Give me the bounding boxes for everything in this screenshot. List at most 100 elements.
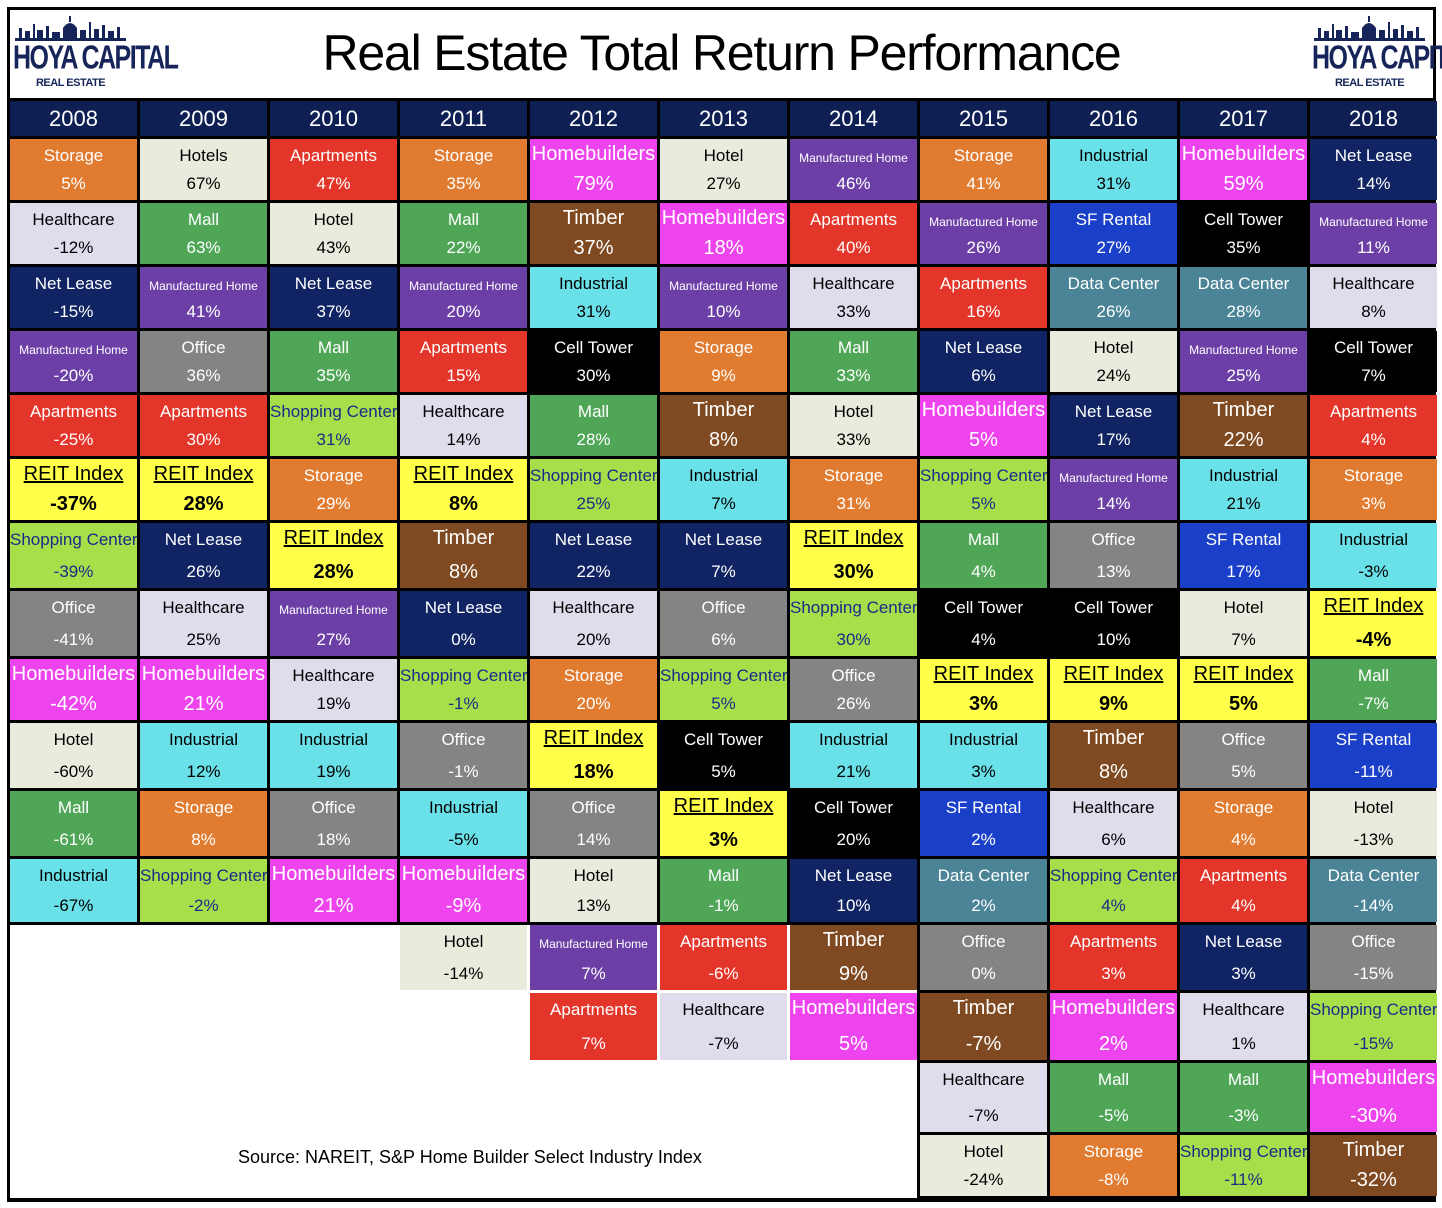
cell-2013-shopping-center: Shopping Center 5% — [660, 659, 787, 720]
cell-2018-sf-rental: SF Rental -11% — [1310, 723, 1437, 788]
cell-label: Cell Tower — [943, 598, 1024, 617]
year-header-2009: 2009 — [140, 101, 267, 136]
cell-2008-industrial: Industrial -67% — [10, 859, 137, 922]
cell-value: -41% — [53, 630, 94, 649]
cell-label: Manufactured Home — [149, 279, 258, 293]
cell-label: Apartments — [550, 1000, 637, 1019]
cell-value: -1% — [448, 762, 479, 781]
cell-value: 5% — [969, 429, 998, 451]
cell-2011-apartments: Apartments 15% — [400, 331, 527, 392]
cell-label: Office — [1351, 932, 1396, 951]
cell-2008-hotel: Hotel -60% — [10, 723, 137, 788]
cell-label: Office — [1221, 730, 1266, 749]
year-header-2008: 2008 — [10, 101, 137, 136]
cell-2013-net-lease: Net Lease 7% — [660, 523, 787, 588]
cell-label: Healthcare — [812, 274, 895, 293]
cell-value: 7% — [581, 964, 606, 983]
cell-value: -8% — [1098, 1170, 1129, 1189]
cell-label: Data Center — [1197, 274, 1290, 293]
cell-label: Timber — [822, 929, 885, 951]
cell-value: 36% — [186, 366, 221, 385]
cell-label: Storage — [1083, 1142, 1144, 1161]
logo-left: HOYA CAPITAL REAL ESTATE — [13, 10, 179, 98]
cell-2017-storage: Storage 4% — [1180, 791, 1307, 856]
cell-label: Manufactured Home — [539, 937, 648, 951]
cell-value: 5% — [1229, 693, 1258, 715]
cell-label: Hotel — [1223, 598, 1264, 617]
cell-value: -4% — [1355, 629, 1392, 651]
logo-brand: HOYA CAPITAL — [13, 38, 179, 77]
cell-2016-storage: Storage -8% — [1050, 1135, 1177, 1196]
cell-2010-shopping-center: Shopping Center 31% — [270, 395, 397, 456]
cell-value: 7% — [711, 494, 736, 513]
year-header-2014: 2014 — [790, 101, 917, 136]
cell-label: Homebuilders — [531, 143, 656, 165]
cell-2012-manufactured-home: Manufactured Home 7% — [530, 925, 657, 990]
cell-label: Net Lease — [1334, 146, 1413, 165]
year-header-2017: 2017 — [1180, 101, 1307, 136]
cell-2009-healthcare: Healthcare 25% — [140, 591, 267, 656]
cell-value: 4% — [1101, 896, 1126, 915]
cell-value: 5% — [971, 494, 996, 513]
cell-2018-shopping-center: Shopping Center -15% — [1310, 993, 1437, 1060]
cell-value: 6% — [1101, 830, 1126, 849]
cell-value: 6% — [711, 630, 736, 649]
cell-2010-mall: Mall 35% — [270, 331, 397, 392]
cell-value: 5% — [711, 762, 736, 781]
cell-label: Storage — [433, 146, 494, 165]
cell-value: 30% — [186, 430, 221, 449]
cell-value: 11% — [1357, 238, 1390, 257]
cell-2017-cell-tower: Cell Tower 35% — [1180, 203, 1307, 264]
cell-value: 4% — [1231, 896, 1256, 915]
cell-label: REIT Index — [413, 463, 514, 485]
cell-value: 22% — [446, 238, 481, 257]
cell-2017-net-lease: Net Lease 3% — [1180, 925, 1307, 990]
cell-value: -11% — [1224, 1170, 1263, 1189]
cell-label: Mall — [1097, 1070, 1130, 1089]
cell-value: 2% — [971, 830, 996, 849]
cell-2015-homebuilders: Homebuilders 5% — [920, 395, 1047, 456]
year-header-2015: 2015 — [920, 101, 1047, 136]
cell-label: Homebuilders — [11, 663, 136, 685]
cell-value: 14% — [1096, 494, 1131, 513]
cell-value: 18% — [703, 237, 744, 259]
cell-value: 63% — [186, 238, 221, 257]
cell-value: 3% — [971, 762, 996, 781]
cell-2013-timber: Timber 8% — [660, 395, 787, 456]
cell-value: 27% — [1096, 238, 1131, 257]
cell-value: 17% — [1096, 430, 1131, 449]
cell-2014-manufactured-home: Manufactured Home 46% — [790, 139, 917, 200]
cell-value: 22% — [1223, 429, 1264, 451]
cell-value: 27% — [316, 630, 351, 649]
cell-2018-homebuilders: Homebuilders -30% — [1310, 1063, 1437, 1132]
cell-label: Data Center — [1067, 274, 1160, 293]
cell-label: Mall — [57, 798, 90, 817]
cell-value: 28% — [313, 561, 354, 583]
cell-value: 47% — [316, 174, 351, 193]
cell-value: -32% — [1350, 1169, 1397, 1191]
cell-value: -3% — [1228, 1106, 1259, 1125]
cell-2012-shopping-center: Shopping Center 25% — [530, 459, 657, 520]
cell-value: -1% — [708, 896, 739, 915]
cell-value: -13% — [1353, 830, 1394, 849]
cell-2013-reit-index: REIT Index 3% — [660, 791, 787, 856]
cell-2011-reit-index: REIT Index 8% — [400, 459, 527, 520]
cell-2017-apartments: Apartments 4% — [1180, 859, 1307, 922]
cell-2018-industrial: Industrial -3% — [1310, 523, 1437, 588]
cell-value: 5% — [839, 1033, 868, 1055]
cell-2017-manufactured-home: Manufactured Home 25% — [1180, 331, 1307, 392]
cell-label: Mall — [187, 210, 220, 229]
cell-label: Data Center — [937, 866, 1030, 885]
cell-2010-apartments: Apartments 47% — [270, 139, 397, 200]
cell-2016-reit-index: REIT Index 9% — [1050, 659, 1177, 720]
cell-2008-reit-index: REIT Index -37% — [10, 459, 137, 520]
cell-2011-shopping-center: Shopping Center -1% — [400, 659, 527, 720]
chart-title: Real Estate Total Return Performance — [322, 25, 1122, 81]
cell-label: REIT Index — [933, 663, 1034, 685]
cell-2014-reit-index: REIT Index 30% — [790, 523, 917, 588]
cell-value: 31% — [1096, 174, 1131, 193]
cell-value: 2% — [971, 896, 996, 915]
cell-value: 8% — [449, 493, 478, 515]
cell-2017-mall: Mall -3% — [1180, 1063, 1307, 1132]
cell-label: Cell Tower — [1203, 210, 1284, 229]
